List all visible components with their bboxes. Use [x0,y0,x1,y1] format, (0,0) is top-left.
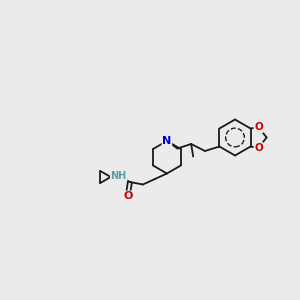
Text: N: N [162,136,172,146]
Text: O: O [254,122,263,132]
Text: NH: NH [110,171,127,181]
Text: O: O [254,143,263,153]
Text: O: O [123,191,133,201]
